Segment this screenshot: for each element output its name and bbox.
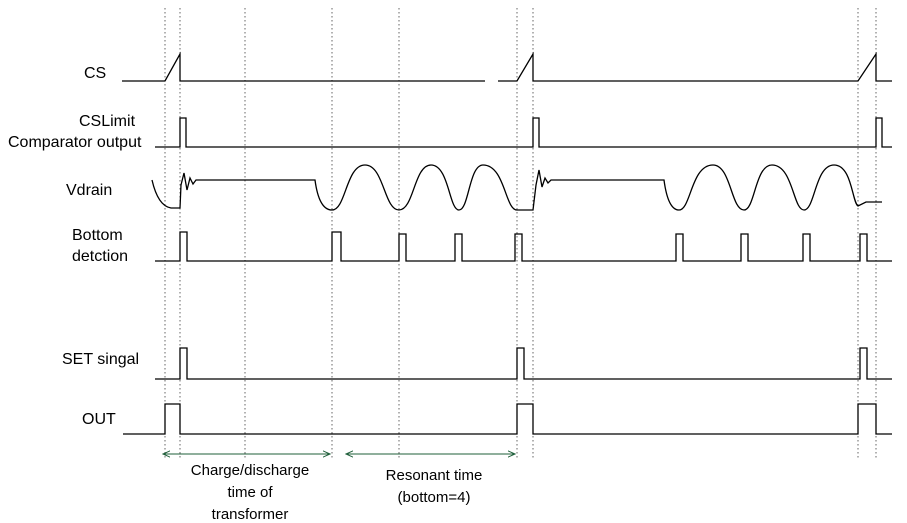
charge-note-line3: transformer (212, 506, 289, 523)
charge-note-line1: Charge/discharge (191, 462, 309, 479)
vdrain-waveform (151, 164, 882, 211)
cslimit-label-line1: CSLimit (79, 113, 136, 130)
bottom-detection-waveform (155, 231, 892, 262)
cslimit-label-line2: Comparator output (8, 134, 142, 151)
vdrain-label: Vdrain (66, 182, 112, 199)
set-signal-waveform (155, 347, 892, 380)
bottom-label-line2: detction (72, 248, 128, 265)
bottom-label-line1: Bottom (72, 227, 123, 244)
cs-label: CS (84, 65, 106, 82)
resonant-note-line2: (bottom=4) (398, 489, 471, 506)
set-label: SET singal (62, 351, 139, 368)
cs-waveform (122, 51, 892, 82)
out-label: OUT (82, 411, 116, 428)
out-waveform (123, 403, 892, 435)
resonant-note-line1: Resonant time (386, 467, 483, 484)
charge-note-line2: time of (227, 484, 273, 501)
cslimit-waveform (155, 117, 892, 148)
